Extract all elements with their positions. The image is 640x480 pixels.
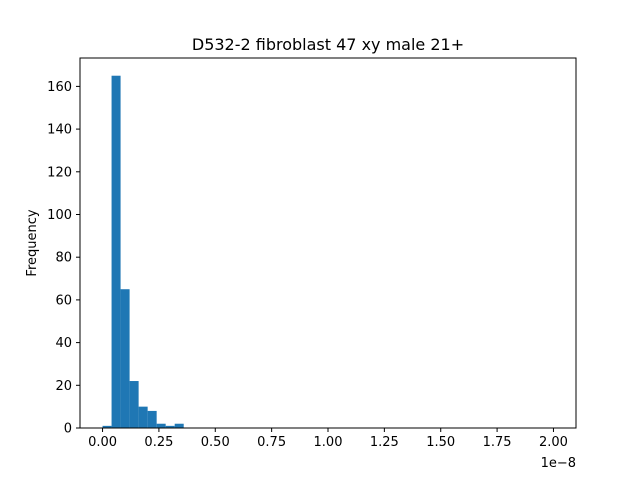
histogram-bar-8 bbox=[165, 425, 175, 428]
x-tick-label-4: 1.00 bbox=[314, 435, 343, 450]
y-tick-label-4: 80 bbox=[55, 251, 72, 266]
x-tick-label-8: 2.00 bbox=[539, 435, 568, 450]
histogram-bar-9 bbox=[174, 423, 184, 428]
x-tick-label-1: 0.25 bbox=[144, 435, 173, 450]
x-tick-label-3: 0.75 bbox=[257, 435, 286, 450]
y-tick-label-3: 60 bbox=[55, 293, 72, 308]
bars-group bbox=[102, 75, 184, 428]
histogram-bar-5 bbox=[138, 406, 148, 428]
y-tick-label-5: 100 bbox=[47, 208, 72, 223]
y-tick-label-8: 160 bbox=[47, 80, 72, 95]
y-tick-label-1: 20 bbox=[55, 379, 72, 394]
y-ticks-group: 0 20 40 60 80 100 120 140 160 bbox=[47, 80, 80, 437]
y-axis-label: Frequency bbox=[25, 209, 40, 276]
y-tick-label-2: 40 bbox=[55, 336, 72, 351]
x-ticks-group: 0.00 0.25 0.50 0.75 1.00 1.25 1.50 1.75 2.00 bbox=[88, 428, 568, 450]
y-tick-label-7: 140 bbox=[47, 123, 72, 138]
x-tick-label-6: 1.50 bbox=[426, 435, 455, 450]
histogram-bar-1 bbox=[102, 425, 112, 428]
y-tick-label-0: 0 bbox=[64, 422, 72, 437]
x-offset-label: 1e−8 bbox=[541, 456, 576, 471]
y-tick-label-6: 120 bbox=[47, 165, 72, 180]
x-tick-label-5: 1.25 bbox=[370, 435, 399, 450]
x-tick-label-2: 0.50 bbox=[201, 435, 230, 450]
histogram-bar-7 bbox=[156, 423, 166, 428]
plot-frame bbox=[79, 57, 577, 429]
x-tick-label-0: 0.00 bbox=[88, 435, 117, 450]
histogram-bar-4 bbox=[129, 381, 139, 428]
chart-title: D532-2 fibroblast 47 xy male 21+ bbox=[192, 35, 464, 54]
histogram-bar-6 bbox=[147, 410, 157, 428]
histogram-bar-3 bbox=[120, 289, 130, 428]
x-tick-label-7: 1.75 bbox=[483, 435, 512, 450]
histogram-bar-2 bbox=[111, 75, 121, 428]
